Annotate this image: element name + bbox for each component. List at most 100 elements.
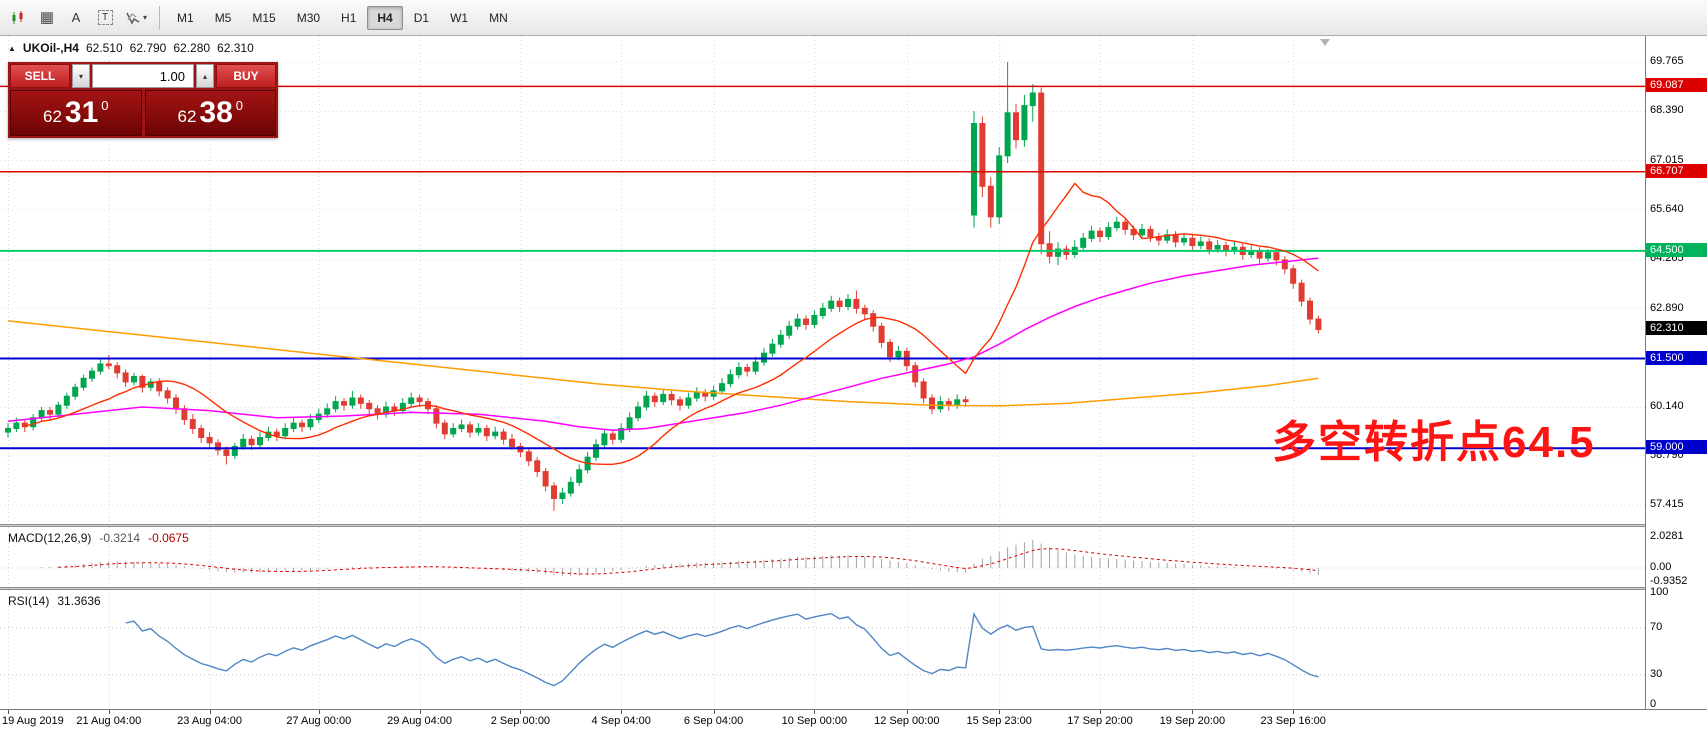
indicators-grid-icon[interactable]: ▦ (33, 5, 61, 31)
chart-tools-icon[interactable] (4, 5, 32, 31)
time-axis-tick (108, 710, 110, 714)
ask-big-figure: 62 (177, 106, 197, 126)
sell-price-button[interactable]: 62 31 0 (10, 90, 142, 136)
ask-point: 0 (235, 98, 244, 113)
price-axis[interactable]: 69.765 68.390 67.015 65.640 64.265 62.890 60.1… (1645, 36, 1707, 731)
rsi-pane[interactable] (0, 590, 1645, 709)
volume-input[interactable] (92, 64, 194, 88)
price-axis-label: 67.015 (1650, 153, 1684, 166)
timeframe-group: M1 M5 M15 M30 H1 H4 D1 W1 MN (167, 5, 518, 30)
ohlc-open: 62.510 (85, 41, 123, 55)
price-level-label: 62.310 (1646, 321, 1707, 336)
trade-row-prices: 62 31 0 62 38 0 (10, 90, 276, 136)
price-level-label: 64.500 (1646, 242, 1707, 257)
arrows-icon (126, 12, 140, 25)
timeframe-M1[interactable]: M1 (167, 6, 204, 30)
time-axis-tick (209, 710, 211, 714)
timeframe-M5[interactable]: M5 (205, 6, 242, 30)
timeframe-H4[interactable]: H4 (367, 5, 403, 30)
bid-point: 0 (101, 98, 109, 113)
time-axis-tick (318, 710, 320, 714)
ask-pips: 38 (199, 96, 233, 129)
time-axis-tick (1192, 710, 1194, 714)
time-axis-label: 6 Sep 04:00 (683, 715, 744, 727)
time-axis-label: 29 Aug 04:00 (387, 715, 453, 727)
text-box-tool-icon[interactable]: T (91, 5, 119, 31)
time-axis-label: 12 Sep 00:00 (874, 715, 940, 727)
time-axis-label: 23 Sep 16:00 (1260, 715, 1326, 727)
volume-increase-button[interactable]: ▴ (196, 64, 214, 88)
toolbar-separator (159, 5, 161, 30)
time-axis-tick (8, 710, 9, 714)
rsi-value: 31.3636 (57, 594, 101, 608)
price-axis-label: 62.890 (1650, 301, 1684, 314)
time-axis[interactable]: 19 Aug 2019 21 Aug 04:00 23 Aug 04:00 27 Au… (0, 709, 1707, 731)
buy-button[interactable]: BUY (216, 64, 276, 88)
price-chart-pane[interactable] (0, 36, 1645, 524)
macd-axis-label: 2.0281 (1650, 529, 1684, 542)
symbol-marker-icon: ▲ (8, 43, 16, 53)
caret-down-icon: ▾ (78, 71, 83, 81)
time-axis-tick (1293, 710, 1295, 714)
timeframe-M30[interactable]: M30 (287, 6, 330, 30)
cursor-tools-icon[interactable]: ▾ (120, 5, 152, 31)
boxed-t-icon: T (97, 10, 113, 25)
macd-signal-value: -0.0675 (148, 531, 189, 545)
rsi-axis-label: 100 (1650, 585, 1669, 598)
symbol-info: ▲ UKOil-,H4 62.510 62.790 62.280 62.310 (8, 41, 254, 55)
pane-separator[interactable] (0, 524, 1707, 527)
ohlc-close: 62.310 (217, 41, 254, 55)
pane-separator[interactable] (0, 587, 1707, 590)
price-axis-label: 69.765 (1650, 55, 1684, 67)
caret-up-icon: ▴ (202, 71, 207, 81)
trade-row-top: SELL ▾ ▴ BUY (10, 64, 276, 88)
time-axis-label: 27 Aug 00:00 (286, 715, 352, 727)
macd-axis-label: -0.9352 (1650, 575, 1688, 588)
macd-main-value: -0.3214 (99, 531, 141, 545)
time-axis-label: 19 Aug 2019 (2, 715, 64, 727)
time-axis-label: 2 Sep 00:00 (490, 715, 551, 727)
chevron-down-icon: ▾ (143, 13, 148, 22)
candlestick-icon (12, 10, 23, 24)
chart-annotation-text: 多空转折点64.5 (1272, 418, 1596, 467)
timeframe-H1[interactable]: H1 (331, 6, 366, 30)
rsi-name: RSI(14) (8, 594, 50, 608)
time-axis-label: 15 Sep 23:00 (966, 715, 1032, 727)
macd-indicator-label: MACD(12,26,9) -0.3214 -0.0675 (8, 531, 189, 545)
sell-button[interactable]: SELL (10, 64, 70, 88)
bid-pips: 31 (64, 96, 99, 129)
ohlc-low: 62.280 (173, 41, 211, 55)
time-axis-label: 4 Sep 04:00 (591, 715, 651, 727)
timeframe-MN[interactable]: MN (479, 6, 518, 30)
timeframe-D1[interactable]: D1 (404, 6, 439, 30)
time-axis-label: 19 Sep 20:00 (1159, 715, 1226, 727)
price-axis-label: 57.415 (1650, 498, 1684, 511)
price-axis-label: 60.140 (1650, 400, 1684, 413)
volume-decrease-button[interactable]: ▾ (72, 64, 90, 88)
time-axis-label: 21 Aug 04:00 (76, 715, 142, 727)
time-axis-label: 23 Aug 04:00 (177, 715, 243, 727)
time-axis-tick (906, 710, 908, 714)
macd-pane[interactable] (0, 527, 1645, 587)
time-axis-label: 17 Sep 20:00 (1067, 715, 1133, 727)
time-axis-tick (814, 710, 816, 714)
time-axis-tick (713, 710, 715, 714)
rsi-indicator-label: RSI(14) 31.3636 (8, 594, 101, 608)
timeframe-M15[interactable]: M15 (242, 6, 285, 30)
chart-area: ▲ UKOil-,H4 62.510 62.790 62.280 62.310 … (0, 36, 1707, 731)
macd-name: MACD(12,26,9) (8, 531, 92, 545)
symbol-name: UKOil-,H4 (22, 41, 79, 55)
time-axis-label: 10 Sep 00:00 (781, 715, 848, 727)
price-level-label: 61.500 (1646, 350, 1707, 365)
buy-price-button[interactable]: 62 38 0 (144, 90, 276, 136)
timeframe-W1[interactable]: W1 (440, 6, 478, 30)
text-label-tool-icon[interactable]: A (62, 5, 90, 31)
chart-shift-marker-icon[interactable] (1320, 39, 1330, 46)
ohlc-high: 62.790 (129, 41, 167, 55)
rsi-axis-label: 30 (1650, 667, 1663, 680)
time-axis-tick (999, 710, 1001, 714)
bid-big-figure: 62 (42, 106, 62, 126)
time-axis-tick (1100, 710, 1101, 714)
